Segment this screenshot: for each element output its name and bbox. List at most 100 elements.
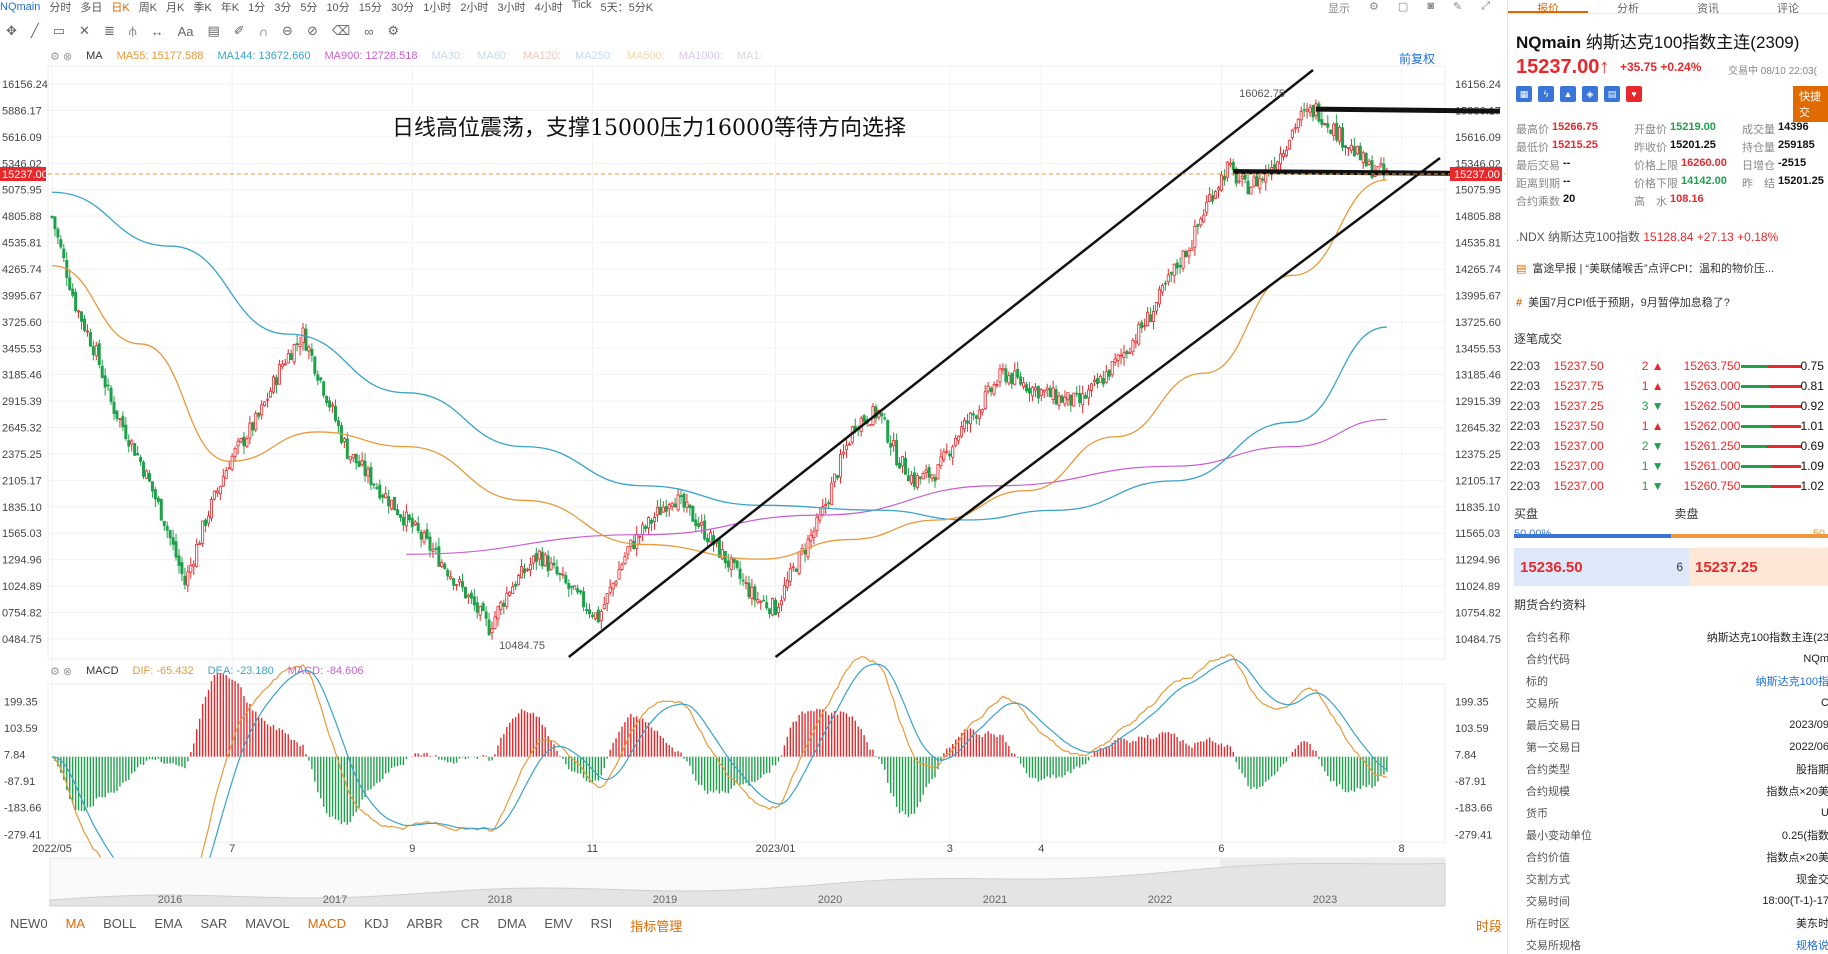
display-menu[interactable]: 显示 [1328, 3, 1351, 14]
index-quote[interactable]: .NDX 纳斯达克100指数 15128.84 +27.13 +0.18% [1516, 228, 1778, 245]
pitchfork-icon[interactable]: ⫛ [128, 23, 137, 38]
period-tab[interactable]: Tick [571, 0, 592, 11]
period-tab[interactable]: 1分 [248, 2, 266, 14]
spec-value[interactable]: 纳斯达克100指 [1755, 676, 1828, 688]
pencil-icon[interactable]: ✐ [233, 23, 245, 38]
period-tab[interactable]: 5分 [300, 2, 318, 14]
ma-legend-item[interactable]: MA500: [626, 50, 665, 62]
trash-icon[interactable]: ⌫ [331, 23, 351, 38]
news-item-1[interactable]: ▤ 富途早报 | “美联储喉舌”点评CPI：温和的物价压... [1516, 260, 1774, 276]
period-tab[interactable]: 30分 [390, 2, 415, 14]
settings-icon[interactable]: ⚙ [1369, 1, 1379, 13]
spec-label: 合约规模 [1526, 786, 1570, 798]
lock-icon[interactable]: ⊖ [282, 23, 293, 38]
gear-icon[interactable]: ⚙ [387, 23, 400, 38]
adjust-button[interactable]: 前复权 [1399, 52, 1436, 66]
macd-legend-item[interactable]: MACD: -84.606 [287, 665, 364, 677]
magnet-icon[interactable]: ∩ [258, 23, 269, 39]
indicator-tab[interactable]: MAVOL [245, 916, 290, 931]
spec-value[interactable]: 规格说 [1796, 940, 1828, 952]
trend-channel-line[interactable] [568, 69, 1314, 658]
fullscreen-icon[interactable]: ⤢ [1481, 0, 1490, 12]
indicator-tab[interactable]: MA [65, 916, 86, 931]
resistance-line[interactable] [1315, 106, 1501, 114]
move-icon[interactable]: ✥ [6, 23, 17, 38]
layout-icon[interactable]: ▢ [1397, 1, 1409, 13]
panel-tab[interactable]: 资讯 [1697, 3, 1719, 15]
indicator-tab[interactable]: EMV [544, 916, 573, 931]
ma-legend-item[interactable]: MA55: 15177.588 [116, 50, 204, 62]
macd-legend-item[interactable]: DIF: -65.432 [132, 665, 194, 677]
period-tab[interactable]: 2小时 [460, 2, 489, 14]
ma-legend-label[interactable]: MA [86, 50, 103, 62]
flash-icon[interactable]: ϟ [1538, 86, 1554, 102]
cross-icon[interactable]: ✕ [79, 23, 90, 38]
period-tab[interactable]: 4小时 [534, 2, 563, 14]
symbol-label[interactable]: NQmain [0, 1, 41, 13]
panel-tab[interactable]: 报价 [1508, 0, 1588, 15]
period-tab[interactable]: 3分 [274, 2, 292, 14]
indicator-tab[interactable]: NEW0 [10, 916, 48, 931]
rect-icon[interactable]: ▭ [52, 23, 66, 38]
period-tab[interactable]: 多日 [80, 2, 103, 14]
indicator-tab[interactable]: DMA [497, 916, 527, 931]
ma-legend-item[interactable]: MA120: [523, 50, 561, 62]
ma-legend-item[interactable]: MA30: [431, 50, 464, 62]
candle-body [230, 455, 234, 470]
indicator-manage-button[interactable]: 指标管理 [630, 919, 683, 934]
indicator-tab[interactable]: KDJ [364, 916, 389, 931]
tag-icon[interactable]: ◈ [1582, 86, 1598, 102]
indicator-tab[interactable]: BOLL [103, 916, 137, 931]
period-tab[interactable]: 5天：5分K [600, 2, 654, 14]
ma-legend-item[interactable]: MA250: [574, 50, 613, 62]
period-tab[interactable]: 分时 [49, 2, 72, 14]
news-item-2[interactable]: # 美国7月CPI低于预期，9月暂停加息稳了? [1516, 294, 1730, 310]
period-tab[interactable]: 1小时 [423, 2, 452, 14]
indicator-tab[interactable]: ARBR [406, 916, 443, 931]
link-icon[interactable]: ∞ [364, 23, 374, 39]
doc-icon[interactable]: ▤ [1604, 86, 1620, 102]
flag-icon[interactable]: ▦ [1516, 86, 1532, 102]
bid-box[interactable]: 15236.50 6 [1514, 548, 1689, 586]
macd-legend-label[interactable]: MACD [86, 665, 119, 677]
period-tab[interactable]: 年K [220, 2, 240, 14]
period-tab[interactable]: 日K [111, 2, 130, 14]
panel-tab[interactable]: 评论 [1777, 3, 1799, 15]
macd-legend-icons[interactable]: ⚙ ⊗ [50, 666, 73, 678]
kline-chart[interactable]: 16156.2416156.245886.1715886.175616.0915… [0, 0, 1505, 954]
hide-icon[interactable]: ⊘ [306, 23, 318, 38]
period-tab[interactable]: 月K [166, 2, 185, 14]
period-tab[interactable]: 季K [193, 2, 212, 14]
level-icon[interactable]: ▲ [1560, 86, 1576, 102]
period-tab[interactable]: 15分 [358, 2, 382, 14]
draw-icon[interactable]: ✎ [1452, 1, 1463, 13]
ma-legend-item[interactable]: MA1000: [678, 50, 723, 62]
ma-legend-item[interactable]: MA60: [477, 50, 510, 62]
fib-icon[interactable]: ≣ [103, 23, 115, 38]
trend-channel-line[interactable] [774, 157, 1441, 658]
text-icon[interactable]: Aa [177, 23, 194, 39]
indicator-tab[interactable]: MACD [307, 916, 347, 931]
indicator-tab[interactable]: RSI [590, 916, 613, 931]
session-button[interactable]: 时段 [1476, 919, 1503, 934]
ma-legend-item[interactable]: MA1: [736, 50, 763, 62]
ma-legend-item[interactable]: MA144: 13672.660 [217, 50, 311, 62]
panel-tab[interactable]: 分析 [1617, 3, 1639, 15]
heart-icon[interactable]: ♥ [1626, 86, 1642, 102]
comment-icon[interactable]: ▤ [207, 23, 220, 38]
period-tab[interactable]: 周K [138, 2, 158, 14]
indicator-tab[interactable]: SAR [200, 916, 228, 931]
indicator-tab[interactable]: CR [460, 916, 480, 931]
ask-box[interactable]: 15237.25 [1689, 548, 1828, 586]
period-tab[interactable]: 3小时 [497, 2, 526, 14]
trade-list[interactable]: 22:03 15237.50 2 ▲ 15263.750 0.75 22:03 15237.… [1508, 356, 1828, 496]
camera-icon[interactable]: ◙ [1427, 0, 1434, 12]
ma-legend-item[interactable]: MA900: 12728.518 [324, 50, 418, 62]
arrow-icon[interactable]: ↔ [150, 23, 164, 39]
ma-legend-icons[interactable]: ⚙ ⊗ [50, 51, 73, 63]
indicator-tab[interactable]: EMA [154, 916, 183, 931]
quick-trade-button[interactable]: 快捷交 [1793, 86, 1828, 122]
period-tab[interactable]: 10分 [326, 2, 350, 14]
macd-legend-item[interactable]: DEA: -23.180 [207, 665, 274, 677]
line-icon[interactable]: ╱ [30, 23, 39, 38]
